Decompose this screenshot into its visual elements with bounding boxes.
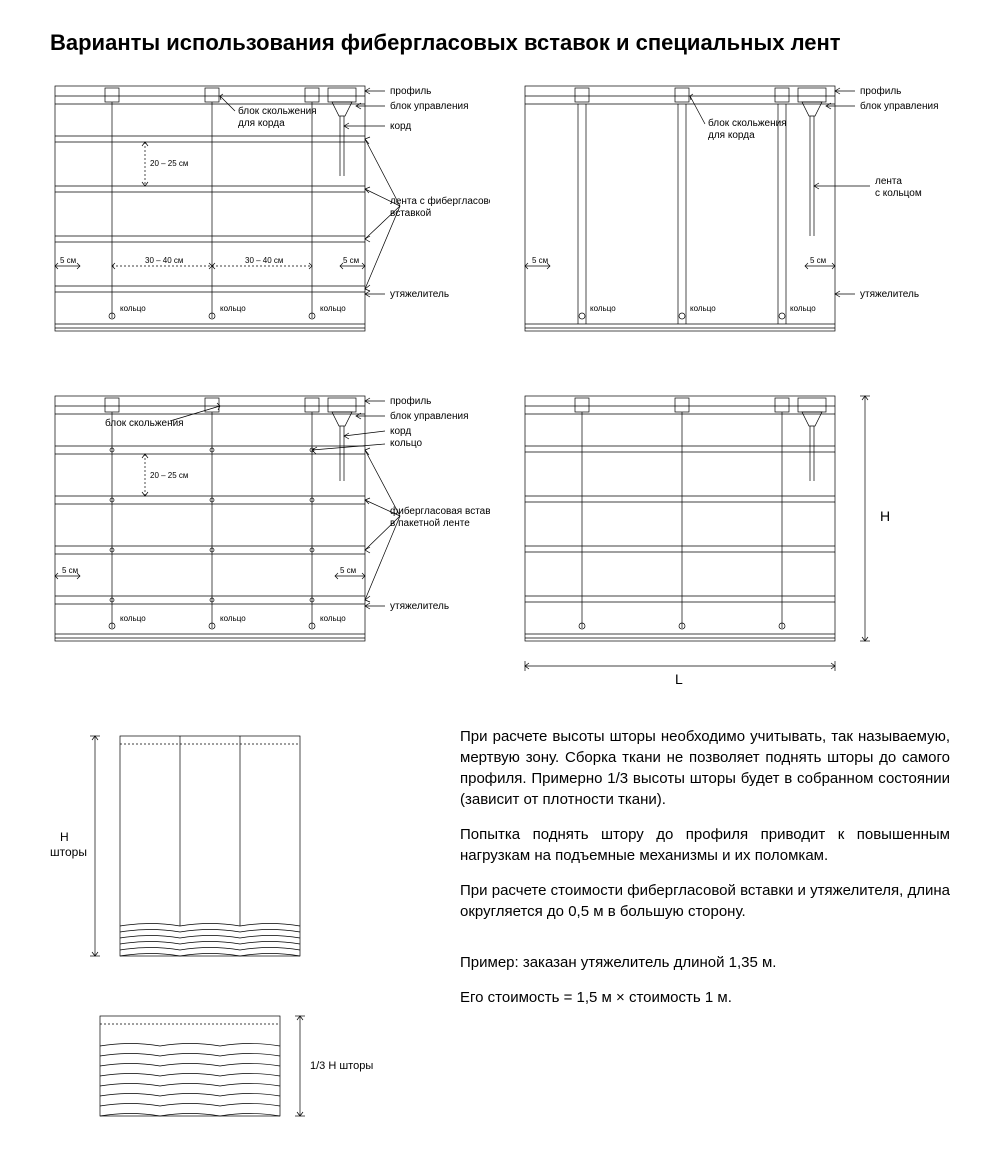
diagram-2: профиль блок управления блок скольжения … [520,76,960,346]
d2-ring-1: кольцо [590,304,616,313]
d2-tape-1: лента [875,176,902,187]
label-control-block: блок управления [390,100,468,112]
d3-ring-1: кольцо [120,614,146,623]
d2-ring-2: кольцо [690,304,716,313]
ring-1: кольцо [120,304,146,313]
d3-control: блок управления [390,410,468,422]
d3-tape-1: фибергласовая вставка [390,505,490,517]
d3-profile: профиль [390,395,431,407]
d2-ring-3: кольцо [790,304,816,313]
page-title: Варианты использования фибергласовых вст… [50,30,950,56]
d3-edge-r: 5 см [340,566,356,575]
example-1: Пример: заказан утяжелитель длиной 1,35 … [460,952,950,973]
d3-edge-l: 5 см [62,566,78,575]
label-slide-block-2: для корда [238,118,285,129]
label-tape-2: вставкой [390,208,431,219]
d3-ring-2: кольцо [220,614,246,623]
label-tape-1: лента с фибергласовой [390,195,490,207]
d2-weight: утяжелитель [860,289,919,300]
d2-slide-2: для корда [708,130,755,141]
ring-3: кольцо [320,304,346,313]
d2-control: блок управления [860,100,938,112]
d3-ring-top: кольцо [390,438,422,449]
p2: Попытка поднять штору до профиля приводи… [460,824,950,866]
diagram-3: профиль блок управления корд кольцо блок… [50,386,490,686]
example-2: Его стоимость = 1,5 м × стоимость 1 м. [460,987,950,1008]
p1: При расчете высоты шторы необходимо учит… [460,726,950,810]
d3-vdim: 20 – 25 см [150,471,188,480]
label-profile: профиль [390,85,431,97]
dim-h1: 30 – 40 см [145,256,183,265]
d4-L: L [675,671,683,686]
d2-edge-r: 5 см [810,256,826,265]
diagram-4: H L [520,386,960,686]
d3-ring-3: кольцо [320,614,346,623]
d2-profile: профиль [860,85,901,97]
curtain-diagrams-column: H шторы 1/3 H шторы [50,726,400,1136]
d3-tape-2: в пакетной ленте [390,518,470,529]
d2-slide-1: блок скольжения [708,117,787,129]
dim-edge-r: 5 см [343,256,359,265]
d4-H: H [880,508,890,524]
dim-h2: 30 – 40 см [245,256,283,265]
label-slide-block-1: блок скольжения [238,105,317,117]
d2-edge-l: 5 см [532,256,548,265]
dim-vertical: 20 – 25 см [150,159,188,168]
d3-cord: корд [390,426,411,437]
label-weight: утяжелитель [390,289,449,300]
d5-H2: шторы [50,845,87,859]
d6-third: 1/3 H шторы [310,1060,373,1072]
d3-weight: утяжелитель [390,601,449,612]
d5-H: H [60,830,69,844]
d3-slide: блок скольжения [105,417,184,429]
p3: При расчете стоимости фибергласовой вста… [460,880,950,922]
diagram-1: профиль блок управления корд блок скольж… [50,76,490,346]
dim-edge-l: 5 см [60,256,76,265]
ring-2: кольцо [220,304,246,313]
d2-tape-2: с кольцом [875,188,922,199]
diagram-5: H шторы [50,726,350,986]
body-text-column: При расчете высоты шторы необходимо учит… [460,726,950,1136]
label-cord: корд [390,121,411,132]
